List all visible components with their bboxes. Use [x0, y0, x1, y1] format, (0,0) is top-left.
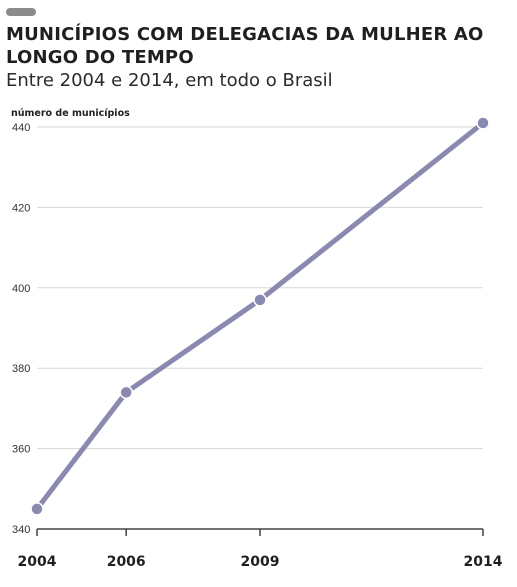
chart-subtitle: Entre 2004 e 2014, em todo o Brasil — [6, 70, 333, 91]
data-point — [253, 293, 267, 307]
data-point — [30, 502, 44, 516]
chart-title: MUNICÍPIOS COM DELEGACIAS DA MULHER AO L… — [6, 24, 484, 68]
x-tick-label: 2004 — [18, 554, 57, 570]
y-tick-label: 440 — [12, 122, 30, 134]
series-layer — [30, 116, 490, 516]
y-tick-label: 400 — [12, 283, 30, 295]
axis-layer — [36, 528, 484, 536]
top-decoration-bar — [6, 8, 36, 16]
grid-layer — [37, 126, 483, 450]
x-tick-label: 2009 — [241, 554, 280, 570]
y-tick-label: 420 — [12, 202, 30, 214]
data-point — [476, 116, 490, 130]
data-point — [119, 385, 133, 400]
y-tick-label: 340 — [12, 524, 30, 536]
x-tick-label: 2014 — [464, 554, 503, 570]
series-line — [34, 120, 486, 512]
y-tick-label: 360 — [12, 444, 30, 456]
y-tick-label: 380 — [12, 363, 30, 375]
label-layer: 340 360 380 400 420 440 2004 2006 2009 2014 — [12, 122, 503, 570]
y-axis-label: número de municípios — [11, 108, 130, 119]
x-tick-label: 2006 — [107, 554, 146, 570]
